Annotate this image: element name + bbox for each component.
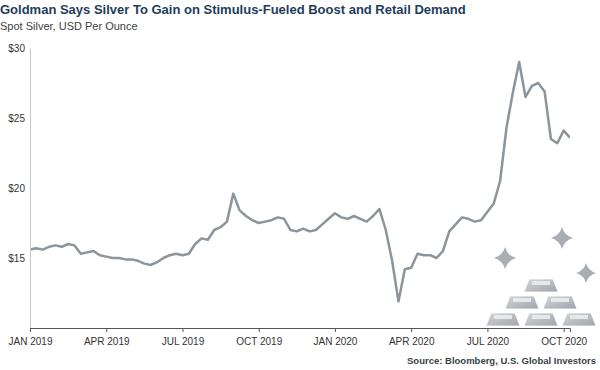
silver-bar-top	[570, 315, 588, 319]
silver-bar	[505, 296, 539, 309]
x-tick-label: JUL 2020	[467, 336, 510, 347]
y-tick-label: $20	[8, 183, 25, 194]
x-tick-label: JAN 2019	[9, 336, 53, 347]
y-axis: $15 $20 $25 $30	[8, 43, 30, 329]
x-tick-mark	[335, 328, 336, 332]
x-tick-label: APR 2020	[389, 336, 435, 347]
y-tick: $15	[8, 253, 30, 264]
x-tick: OCT 2020	[541, 328, 587, 347]
x-tick-label: OCT 2019	[236, 336, 282, 347]
chart: Goldman Says Silver To Gain on Stimulus-…	[0, 0, 600, 370]
silver-bar-top	[551, 298, 569, 302]
silver-bar-top	[494, 315, 512, 319]
decoration	[486, 227, 596, 326]
y-tick-label: $25	[8, 113, 25, 124]
y-tick: $20	[8, 183, 30, 194]
x-tick: JUL 2019	[162, 328, 205, 347]
silver-bar-top	[513, 298, 531, 302]
x-tick-mark	[259, 328, 260, 332]
y-tick-label: $15	[8, 253, 25, 264]
x-tick-mark	[411, 328, 412, 332]
x-tick: APR 2020	[389, 328, 435, 347]
plot-area	[30, 62, 570, 301]
x-tick-label: APR 2019	[84, 336, 130, 347]
sparkle	[551, 227, 573, 249]
y-tick: $30	[8, 43, 30, 54]
x-tick-label: OCT 2020	[541, 336, 587, 347]
x-axis: JAN 2019 APR 2019 JUL 2019 OCT 2019 JAN 2020…	[9, 328, 588, 347]
x-tick-mark	[182, 328, 183, 332]
silver-price-line	[30, 62, 570, 301]
silver-bar	[486, 313, 520, 326]
silver-bar	[543, 296, 577, 309]
x-tick-mark	[564, 328, 565, 332]
x-axis-line	[31, 329, 571, 333]
y-axis-line	[30, 49, 31, 329]
x-tick-mark	[106, 328, 107, 332]
source: Source: Bloomberg, U.S. Global Investors	[407, 355, 596, 366]
y-tick: $25	[8, 113, 30, 124]
x-tick: JAN 2019	[9, 328, 53, 347]
silver-bar	[562, 313, 596, 326]
x-tick: OCT 2019	[236, 328, 282, 347]
x-tick-mark	[487, 328, 488, 332]
sparkle	[576, 263, 596, 283]
y-tick-label: $30	[8, 43, 25, 54]
subtitle: Spot Silver, USD Per Ounce	[0, 20, 138, 32]
sparkle	[494, 247, 516, 269]
x-tick-label: JUL 2019	[162, 336, 205, 347]
x-tick: APR 2019	[84, 328, 130, 347]
x-tick: JAN 2020	[313, 328, 357, 347]
title: Goldman Says Silver To Gain on Stimulus-…	[0, 2, 466, 17]
x-tick: JUL 2020	[467, 328, 510, 347]
x-tick-label: JAN 2020	[313, 336, 357, 347]
x-tick-mark	[30, 328, 31, 332]
silver-bar-top	[532, 315, 550, 319]
silver-bar-top	[532, 281, 550, 285]
silver-bar	[524, 279, 558, 292]
silver-bar	[524, 313, 558, 326]
